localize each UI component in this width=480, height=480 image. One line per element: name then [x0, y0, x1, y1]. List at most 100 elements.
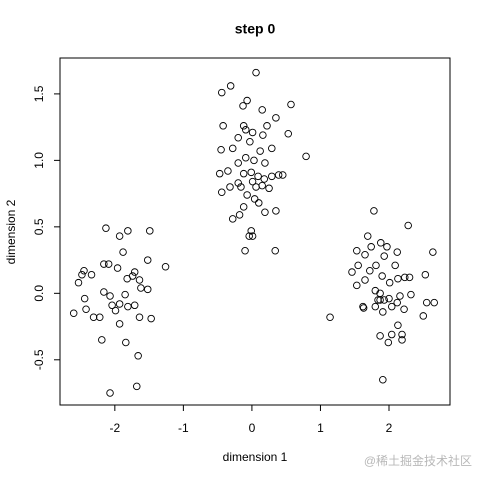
- point: [252, 183, 260, 191]
- point: [250, 156, 258, 165]
- point: [394, 321, 402, 329]
- point: [255, 199, 263, 207]
- point: [234, 134, 242, 142]
- point: [401, 273, 409, 282]
- point: [261, 208, 269, 216]
- point: [108, 301, 116, 310]
- point: [218, 188, 226, 197]
- point: [421, 270, 430, 279]
- point: [379, 375, 387, 384]
- point: [430, 298, 438, 307]
- point: [263, 122, 271, 130]
- point: [367, 243, 375, 251]
- y-tick-label: -0.5: [32, 349, 46, 370]
- point: [228, 215, 237, 223]
- point: [106, 389, 114, 397]
- y-tick-label: 1.5: [32, 85, 46, 102]
- point: [245, 232, 253, 240]
- y-tick-label: 1.0: [32, 152, 46, 169]
- point: [239, 122, 248, 130]
- point: [391, 261, 399, 270]
- point: [115, 320, 124, 328]
- point: [361, 251, 369, 259]
- point: [400, 305, 408, 314]
- point: [69, 309, 78, 318]
- point: [385, 294, 393, 303]
- point: [218, 88, 226, 97]
- x-tick-label: 0: [249, 421, 256, 435]
- point: [135, 276, 144, 284]
- point: [387, 330, 396, 339]
- point: [359, 304, 368, 312]
- point: [407, 290, 415, 299]
- point: [274, 171, 283, 179]
- point: [252, 68, 260, 77]
- point: [404, 221, 412, 230]
- y-axis-label: dimension 2: [4, 199, 18, 264]
- point: [122, 338, 130, 347]
- point: [215, 169, 224, 178]
- point: [364, 232, 372, 240]
- point: [130, 301, 139, 310]
- point: [219, 122, 227, 130]
- point: [284, 130, 292, 138]
- point: [258, 181, 266, 190]
- point: [279, 171, 287, 179]
- point: [239, 203, 248, 211]
- point: [384, 338, 393, 347]
- point: [247, 227, 255, 235]
- point: [143, 285, 152, 294]
- point: [248, 177, 257, 186]
- point: [259, 131, 267, 139]
- point: [374, 296, 382, 304]
- point: [302, 152, 310, 161]
- point: [146, 227, 154, 235]
- point: [379, 308, 387, 316]
- chart-title: step 0: [235, 21, 276, 37]
- point: [268, 144, 276, 153]
- x-axis-label: dimension 1: [223, 450, 288, 464]
- point: [376, 332, 384, 340]
- point: [243, 191, 251, 199]
- point: [104, 260, 113, 268]
- point: [398, 336, 406, 344]
- y-tick-label: 0.5: [32, 218, 46, 235]
- point: [121, 290, 129, 299]
- point: [261, 159, 269, 167]
- point: [422, 298, 431, 307]
- point: [326, 313, 334, 322]
- x-tick-label: -1: [178, 421, 189, 435]
- point: [239, 169, 248, 178]
- point: [371, 302, 380, 311]
- point: [348, 268, 356, 276]
- point: [359, 302, 367, 311]
- point: [361, 276, 369, 284]
- point: [217, 145, 225, 154]
- point: [248, 128, 257, 137]
- point: [241, 126, 250, 134]
- point: [115, 300, 124, 308]
- point: [405, 273, 414, 282]
- point: [380, 252, 388, 260]
- point: [256, 147, 264, 155]
- point: [393, 298, 401, 307]
- point: [80, 266, 88, 275]
- point: [272, 207, 280, 215]
- point: [98, 336, 106, 344]
- point: [135, 313, 144, 322]
- point: [237, 183, 245, 191]
- point: [248, 232, 257, 240]
- point: [377, 239, 385, 247]
- point: [74, 278, 83, 287]
- point: [137, 284, 145, 292]
- point: [265, 184, 273, 193]
- point: [228, 144, 237, 153]
- point: [366, 266, 374, 275]
- point: [268, 172, 276, 181]
- point: [130, 268, 139, 276]
- point: [271, 247, 279, 255]
- point: [226, 183, 234, 191]
- x-tick-label: -2: [109, 421, 120, 435]
